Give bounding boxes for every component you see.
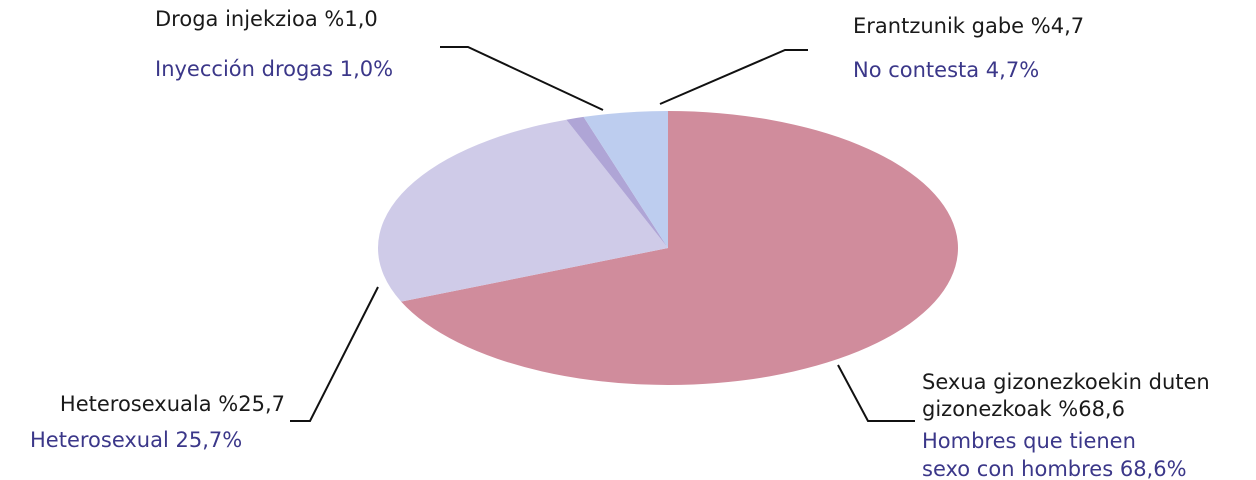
label-eu: Heterosexuala %25,7 bbox=[60, 392, 285, 416]
leader-line bbox=[837, 364, 915, 422]
pie bbox=[378, 111, 958, 385]
leader-lines bbox=[290, 46, 915, 422]
label-es: Hombres que tienen bbox=[922, 429, 1136, 453]
label-es: sexo con hombres 68,6% bbox=[922, 457, 1187, 480]
pie-slice bbox=[378, 119, 668, 302]
label-eu: Sexua gizonezkoekin duten bbox=[922, 370, 1210, 394]
label-es: Inyección drogas 1,0% bbox=[155, 57, 393, 81]
leader-line bbox=[290, 286, 379, 422]
pie-slice bbox=[401, 111, 958, 385]
label-eu: Droga injekzioa %1,0 bbox=[155, 7, 378, 31]
label-eu: Erantzunik gabe %4,7 bbox=[853, 14, 1084, 38]
pie-slice bbox=[566, 116, 668, 248]
leader-line bbox=[440, 46, 604, 111]
label-es: No contesta 4,7% bbox=[853, 58, 1039, 82]
label-eu: gizonezkoak %68,6 bbox=[922, 397, 1125, 421]
label-es: Heterosexual 25,7% bbox=[30, 428, 242, 452]
pie-slice bbox=[583, 111, 668, 248]
leader-line bbox=[659, 49, 808, 105]
